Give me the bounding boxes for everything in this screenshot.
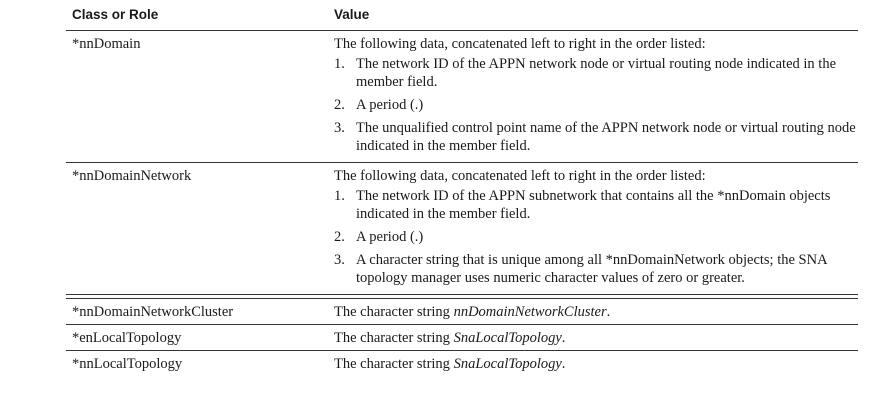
list-item-text: A character string that is unique among … [356, 252, 827, 286]
list-item-number: 2. [334, 97, 345, 113]
header-value: Value [334, 7, 370, 22]
list-item: 3. A character string that is unique amo… [334, 251, 858, 287]
role-name: *nnDomainNetworkCluster [72, 303, 234, 320]
list-item: 2. A period (.) [334, 96, 858, 114]
value-cell: The character string nnDomainNetworkClus… [334, 303, 858, 321]
value-italic: SnaLocalTopology [453, 329, 562, 346]
value-list: 1. The network ID of the APPN network no… [334, 55, 858, 155]
header-cell-class-or-role: Class or Role [66, 6, 334, 24]
list-item-number: 1. [334, 56, 345, 72]
table-row: *nnDomainNetworkCluster The character st… [66, 298, 858, 324]
role-cell: *nnDomain [66, 35, 334, 160]
list-item-number: 3. [334, 252, 345, 268]
role-cell: *nnDomainNetwork [66, 167, 334, 292]
role-cell: *enLocalTopology [66, 329, 334, 347]
table-row: *nnLocalTopology The character string Sn… [66, 350, 858, 376]
class-role-table: Class or Role Value *nnDomain The follow… [66, 0, 858, 376]
value-italic: nnDomainNetworkCluster [453, 303, 607, 320]
role-name: *nnDomain [72, 36, 141, 52]
role-name: *enLocalTopology [72, 329, 182, 346]
value-suffix: . [561, 355, 566, 372]
role-cell: *nnLocalTopology [66, 355, 334, 373]
value-cell: The following data, concatenated left to… [334, 167, 858, 292]
role-name: *nnLocalTopology [72, 355, 183, 372]
value-intro: The following data, concatenated left to… [334, 36, 706, 52]
value-suffix: . [561, 329, 566, 346]
list-item-number: 1. [334, 188, 345, 204]
value-cell: The following data, concatenated left to… [334, 35, 858, 160]
value-list: 1. The network ID of the APPN subnetwork… [334, 187, 858, 287]
value-cell: The character string SnaLocalTopology. [334, 329, 858, 347]
table-row: *enLocalTopology The character string Sn… [66, 324, 858, 350]
value-prefix: The character string [334, 303, 454, 320]
list-item: 2. A period (.) [334, 228, 858, 246]
list-item-text: The network ID of the APPN network node … [356, 56, 837, 90]
table-header-row: Class or Role Value [66, 0, 858, 31]
table-row: *nnDomain The following data, concatenat… [66, 31, 858, 162]
header-class-or-role: Class or Role [72, 7, 159, 22]
section-divider [66, 294, 858, 295]
header-cell-value: Value [334, 6, 858, 24]
list-item-text: A period (.) [356, 229, 424, 245]
value-cell: The character string SnaLocalTopology. [334, 355, 858, 373]
value-suffix: . [606, 303, 611, 320]
list-item: 3. The unqualified control point name of… [334, 119, 858, 155]
value-prefix: The character string [334, 329, 454, 346]
list-item: 1. The network ID of the APPN network no… [334, 55, 858, 91]
value-prefix: The character string [334, 355, 454, 372]
value-italic: SnaLocalTopology [453, 355, 562, 372]
table-row: *nnDomainNetwork The following data, con… [66, 162, 858, 294]
role-name: *nnDomainNetwork [72, 168, 192, 184]
list-item-number: 2. [334, 229, 345, 245]
list-item-number: 3. [334, 120, 345, 136]
list-item-text: The unqualified control point name of th… [356, 120, 856, 154]
role-cell: *nnDomainNetworkCluster [66, 303, 334, 321]
value-intro: The following data, concatenated left to… [334, 168, 706, 184]
list-item-text: The network ID of the APPN subnetwork th… [356, 188, 831, 222]
list-item-text: A period (.) [356, 97, 424, 113]
list-item: 1. The network ID of the APPN subnetwork… [334, 187, 858, 223]
